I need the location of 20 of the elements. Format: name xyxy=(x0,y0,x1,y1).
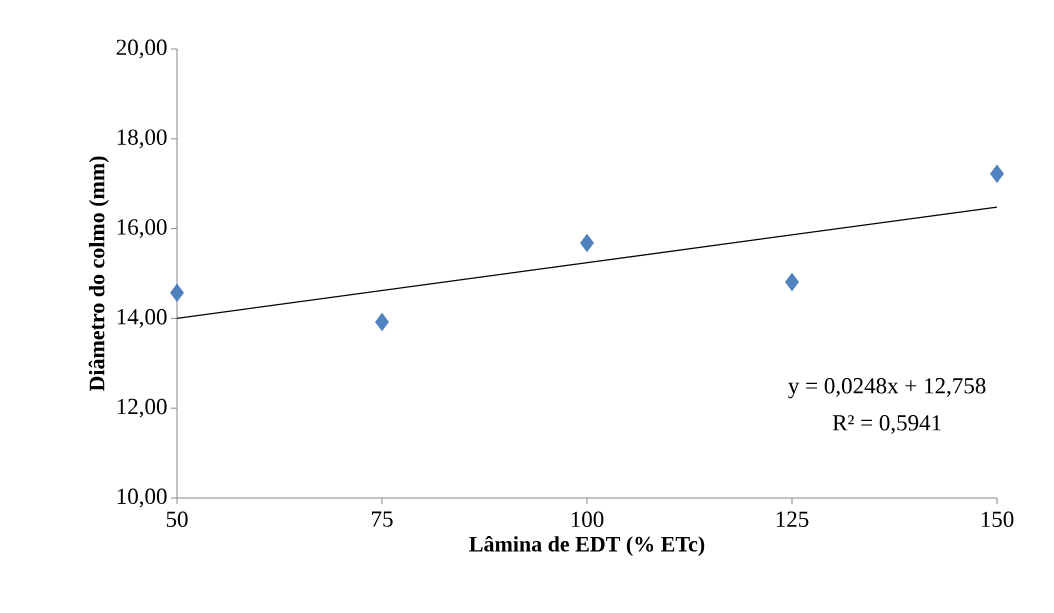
y-tick-label: 10,00 xyxy=(117,488,167,508)
x-tick-label: 100 xyxy=(571,511,604,528)
x-tick-label: 75 xyxy=(372,511,393,527)
x-axis-title: Lâmina de EDT (% ETc) xyxy=(469,535,705,557)
y-tick-label: 16,00 xyxy=(117,219,167,239)
x-tick-label: 125 xyxy=(776,511,809,527)
annotation: R² = 0,5941 xyxy=(832,415,941,434)
point xyxy=(580,233,594,253)
y-tick-label: 14,00 xyxy=(117,308,167,328)
y-tick-label: 12,00 xyxy=(117,398,167,418)
y-tick-label: 18,00 xyxy=(117,129,167,149)
point xyxy=(170,283,184,302)
x-tick-label: 50 xyxy=(166,511,188,528)
point xyxy=(990,164,1004,184)
point xyxy=(375,312,389,332)
annotation: y = 0,0248x + 12,758 xyxy=(788,378,986,399)
y-axis-title: Diâmetro do colmo (mm) xyxy=(88,156,109,392)
x-tick-label: 150 xyxy=(981,511,1014,528)
y-tick-label: 20,00 xyxy=(116,39,167,59)
point xyxy=(785,272,799,292)
